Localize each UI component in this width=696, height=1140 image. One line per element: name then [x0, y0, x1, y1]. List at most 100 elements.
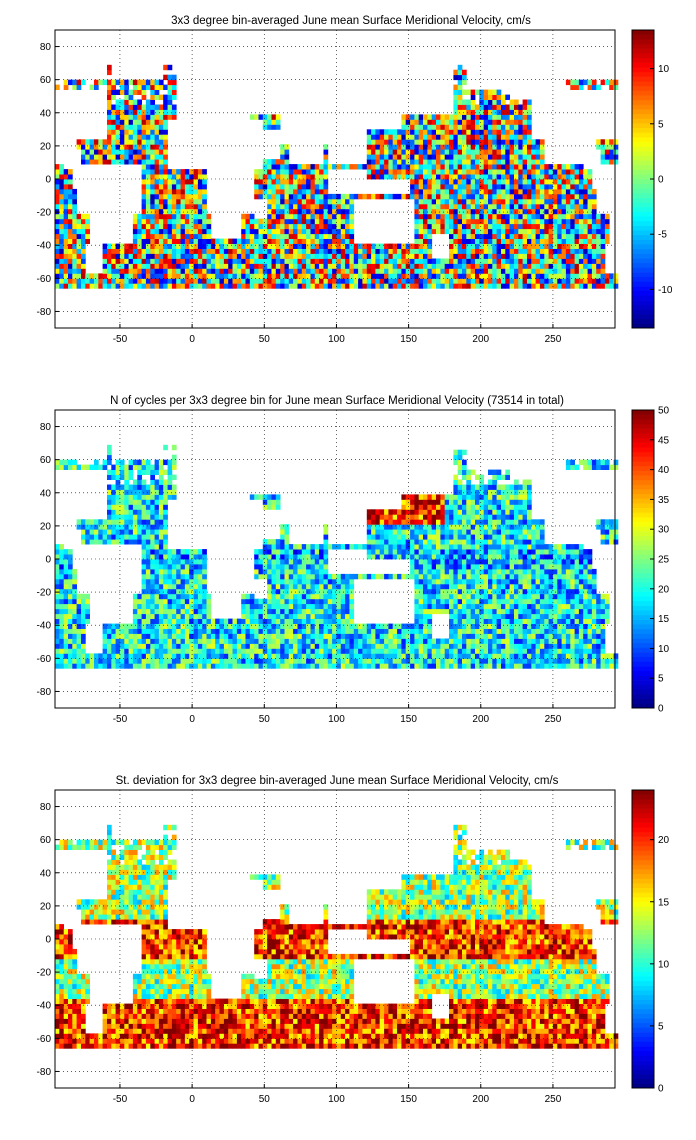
- bin-cell: [141, 218, 147, 225]
- bin-cell: [509, 233, 515, 239]
- bin-cell: [397, 174, 402, 180]
- bin-cell: [509, 164, 515, 170]
- bin-cell: [63, 278, 69, 284]
- bin-cell: [522, 263, 528, 269]
- bin-cell: [561, 243, 567, 249]
- bin-cell: [167, 648, 173, 654]
- bin-cell: [609, 154, 614, 160]
- bin-cell: [591, 79, 597, 86]
- bin-cell: [215, 243, 220, 249]
- bin-cell: [55, 549, 60, 555]
- bin-cell: [466, 104, 471, 110]
- bin-cell: [522, 268, 528, 274]
- bin-cell: [163, 64, 168, 71]
- bin-cell: [163, 154, 168, 160]
- bin-cell: [492, 179, 497, 185]
- bin-cell: [557, 278, 562, 284]
- bin-cell: [258, 253, 264, 259]
- bin-cell: [319, 253, 324, 259]
- bin-cell: [488, 124, 493, 130]
- bin-cell: [561, 233, 567, 239]
- bin-cell: [55, 243, 60, 249]
- bin-cell: [457, 64, 463, 71]
- bin-cell: [518, 109, 523, 115]
- bin-cell: [587, 248, 593, 254]
- bin-cell: [492, 159, 497, 165]
- bin-cell: [115, 499, 121, 505]
- bin-cell: [544, 253, 549, 259]
- bin-cell: [505, 139, 510, 145]
- bin-cell: [167, 213, 173, 220]
- bin-cell: [444, 203, 450, 210]
- colorbar-step: [632, 174, 654, 180]
- bin-cell: [284, 253, 290, 259]
- bin-cell: [228, 243, 233, 249]
- bin-cell: [180, 278, 186, 284]
- bin-cell: [327, 598, 333, 605]
- bin-cell: [219, 243, 225, 249]
- bin-cell: [336, 218, 342, 225]
- bin-cell: [479, 169, 484, 175]
- bin-cell: [306, 613, 311, 619]
- bin-cell: [527, 149, 532, 155]
- bin-cell: [284, 268, 290, 274]
- bin-cell: [470, 149, 476, 155]
- bin-cell: [444, 213, 450, 220]
- bin-cell: [115, 633, 121, 639]
- bin-cell: [171, 104, 177, 110]
- bin-cell: [466, 238, 471, 244]
- bin-cell: [72, 648, 77, 654]
- bin-cell: [154, 243, 160, 249]
- bin-cell: [531, 278, 536, 284]
- bin-cell: [171, 109, 177, 115]
- colorbar-step: [632, 132, 654, 138]
- bin-cell: [561, 203, 567, 210]
- bin-cell: [137, 253, 142, 259]
- bin-cell: [94, 283, 99, 289]
- bin-cell: [457, 119, 463, 125]
- bin-cell: [414, 233, 420, 239]
- bin-cell: [479, 218, 484, 225]
- bin-cell: [137, 268, 142, 274]
- bin-cell: [163, 519, 168, 525]
- bin-cell: [249, 248, 255, 254]
- bin-cell: [578, 79, 584, 86]
- bin-cell: [189, 658, 194, 664]
- bin-cell: [405, 253, 411, 259]
- bin-cell: [280, 613, 285, 619]
- colorbar-step: [632, 225, 654, 231]
- bin-cell: [314, 278, 320, 284]
- bin-cell: [297, 263, 303, 269]
- bin-cell: [405, 119, 411, 125]
- bin-cell: [587, 203, 593, 210]
- bin-cell: [306, 544, 311, 550]
- bin-cell: [509, 109, 515, 115]
- bin-cell: [475, 89, 480, 95]
- bin-cell: [115, 469, 121, 475]
- bin-cell: [306, 593, 311, 600]
- bin-cell: [150, 99, 155, 105]
- bin-cell: [462, 179, 467, 185]
- bin-cell: [314, 184, 320, 190]
- bin-cell: [483, 228, 489, 235]
- bin-cell: [496, 233, 502, 239]
- bin-cell: [483, 198, 489, 205]
- bin-cell: [319, 554, 324, 560]
- bin-cell: [171, 474, 177, 480]
- bin-cell: [167, 228, 173, 235]
- bin-cell: [107, 109, 112, 115]
- bin-cell: [444, 188, 450, 195]
- bin-cell: [184, 174, 190, 180]
- bin-cell: [518, 238, 523, 244]
- bin-cell: [375, 263, 381, 269]
- bin-cell: [115, 114, 121, 120]
- bin-cell: [202, 593, 207, 600]
- bin-cell: [228, 283, 233, 289]
- colorbar-tick-label: -5: [658, 230, 667, 241]
- velocity-chart: 3x3 degree bin-averaged June mean Surfac…: [37, 15, 673, 345]
- bin-cell: [544, 193, 549, 200]
- bin-cell: [154, 154, 160, 160]
- bin-cell: [527, 164, 532, 170]
- bin-cell: [163, 554, 168, 560]
- bin-cell: [267, 583, 272, 590]
